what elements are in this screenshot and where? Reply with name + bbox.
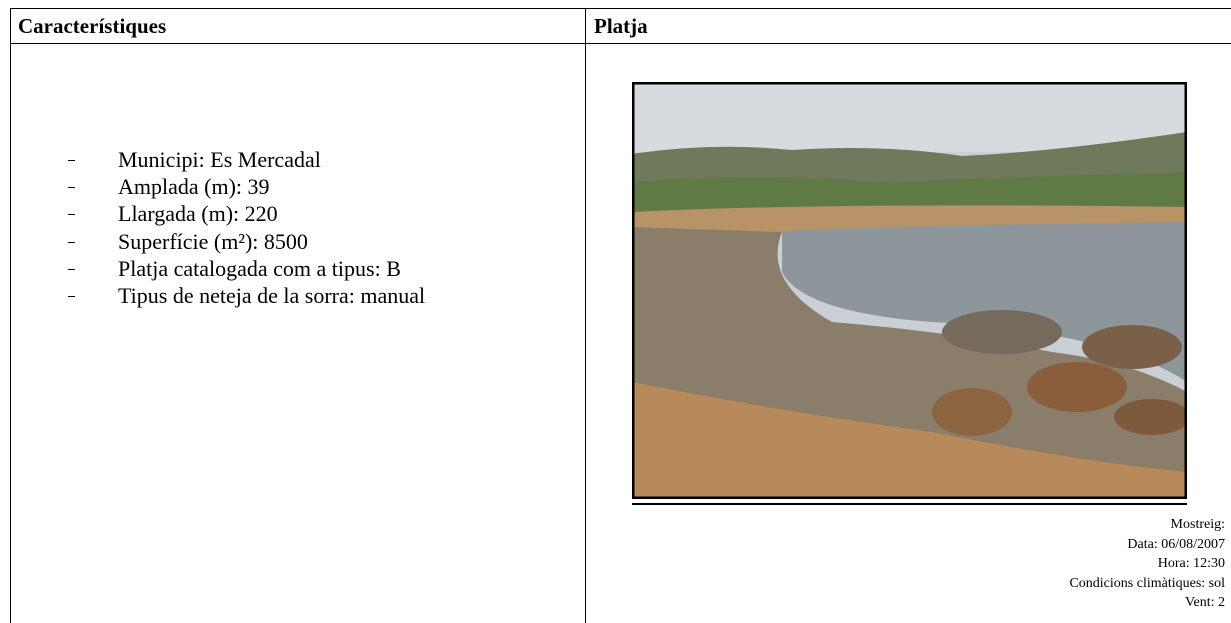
characteristics-list: Municipi: Es Mercadal Amplada (m): 39 Llar…	[60, 146, 425, 309]
caption-line: Condicions climàtiques: sol	[1069, 575, 1225, 591]
column-divider	[585, 8, 586, 623]
caption-rule	[632, 503, 1187, 505]
list-text: Superfície (m²): 8500	[118, 228, 308, 254]
list-marker	[68, 296, 75, 298]
caption: Mostreig: Data: 06/08/2007 Hora: 12:30 Cond…	[1069, 515, 1225, 613]
list-text: Platja catalogada com a tipus: B	[118, 255, 401, 281]
list-item: Platja catalogada com a tipus: B	[60, 255, 425, 282]
list-item: Superfície (m²): 8500	[60, 228, 425, 255]
caption-line: Data: 06/08/2007	[1127, 536, 1225, 552]
header-cell: Característiques	[10, 8, 585, 44]
list-item: Llargada (m): 220	[60, 200, 425, 227]
list-text: Amplada (m): 39	[118, 174, 270, 200]
list-item: Amplada (m): 39	[60, 173, 425, 200]
caption-line: Hora: 12:30	[1157, 556, 1225, 572]
list-marker	[68, 268, 75, 270]
caption-line: Vent: 2	[1184, 595, 1225, 611]
header-cell: Platja	[586, 8, 1231, 44]
list-text: Municipi: Es Mercadal	[118, 147, 321, 172]
list-text: Tipus de neteja de la sorra: manual	[118, 283, 426, 309]
list-text: Llargada (m): 220	[118, 201, 278, 227]
beach-photo	[632, 82, 1187, 499]
caption-line: Mostreig:	[1170, 517, 1225, 532]
list-marker	[68, 241, 75, 243]
list-marker	[68, 160, 75, 161]
list-marker	[68, 187, 75, 189]
list-item: Municipi: Es Mercadal	[60, 146, 425, 173]
list-item: Tipus de neteja de la sorra: manual	[60, 282, 425, 309]
list-marker	[68, 214, 75, 216]
table-border	[10, 8, 1231, 623]
